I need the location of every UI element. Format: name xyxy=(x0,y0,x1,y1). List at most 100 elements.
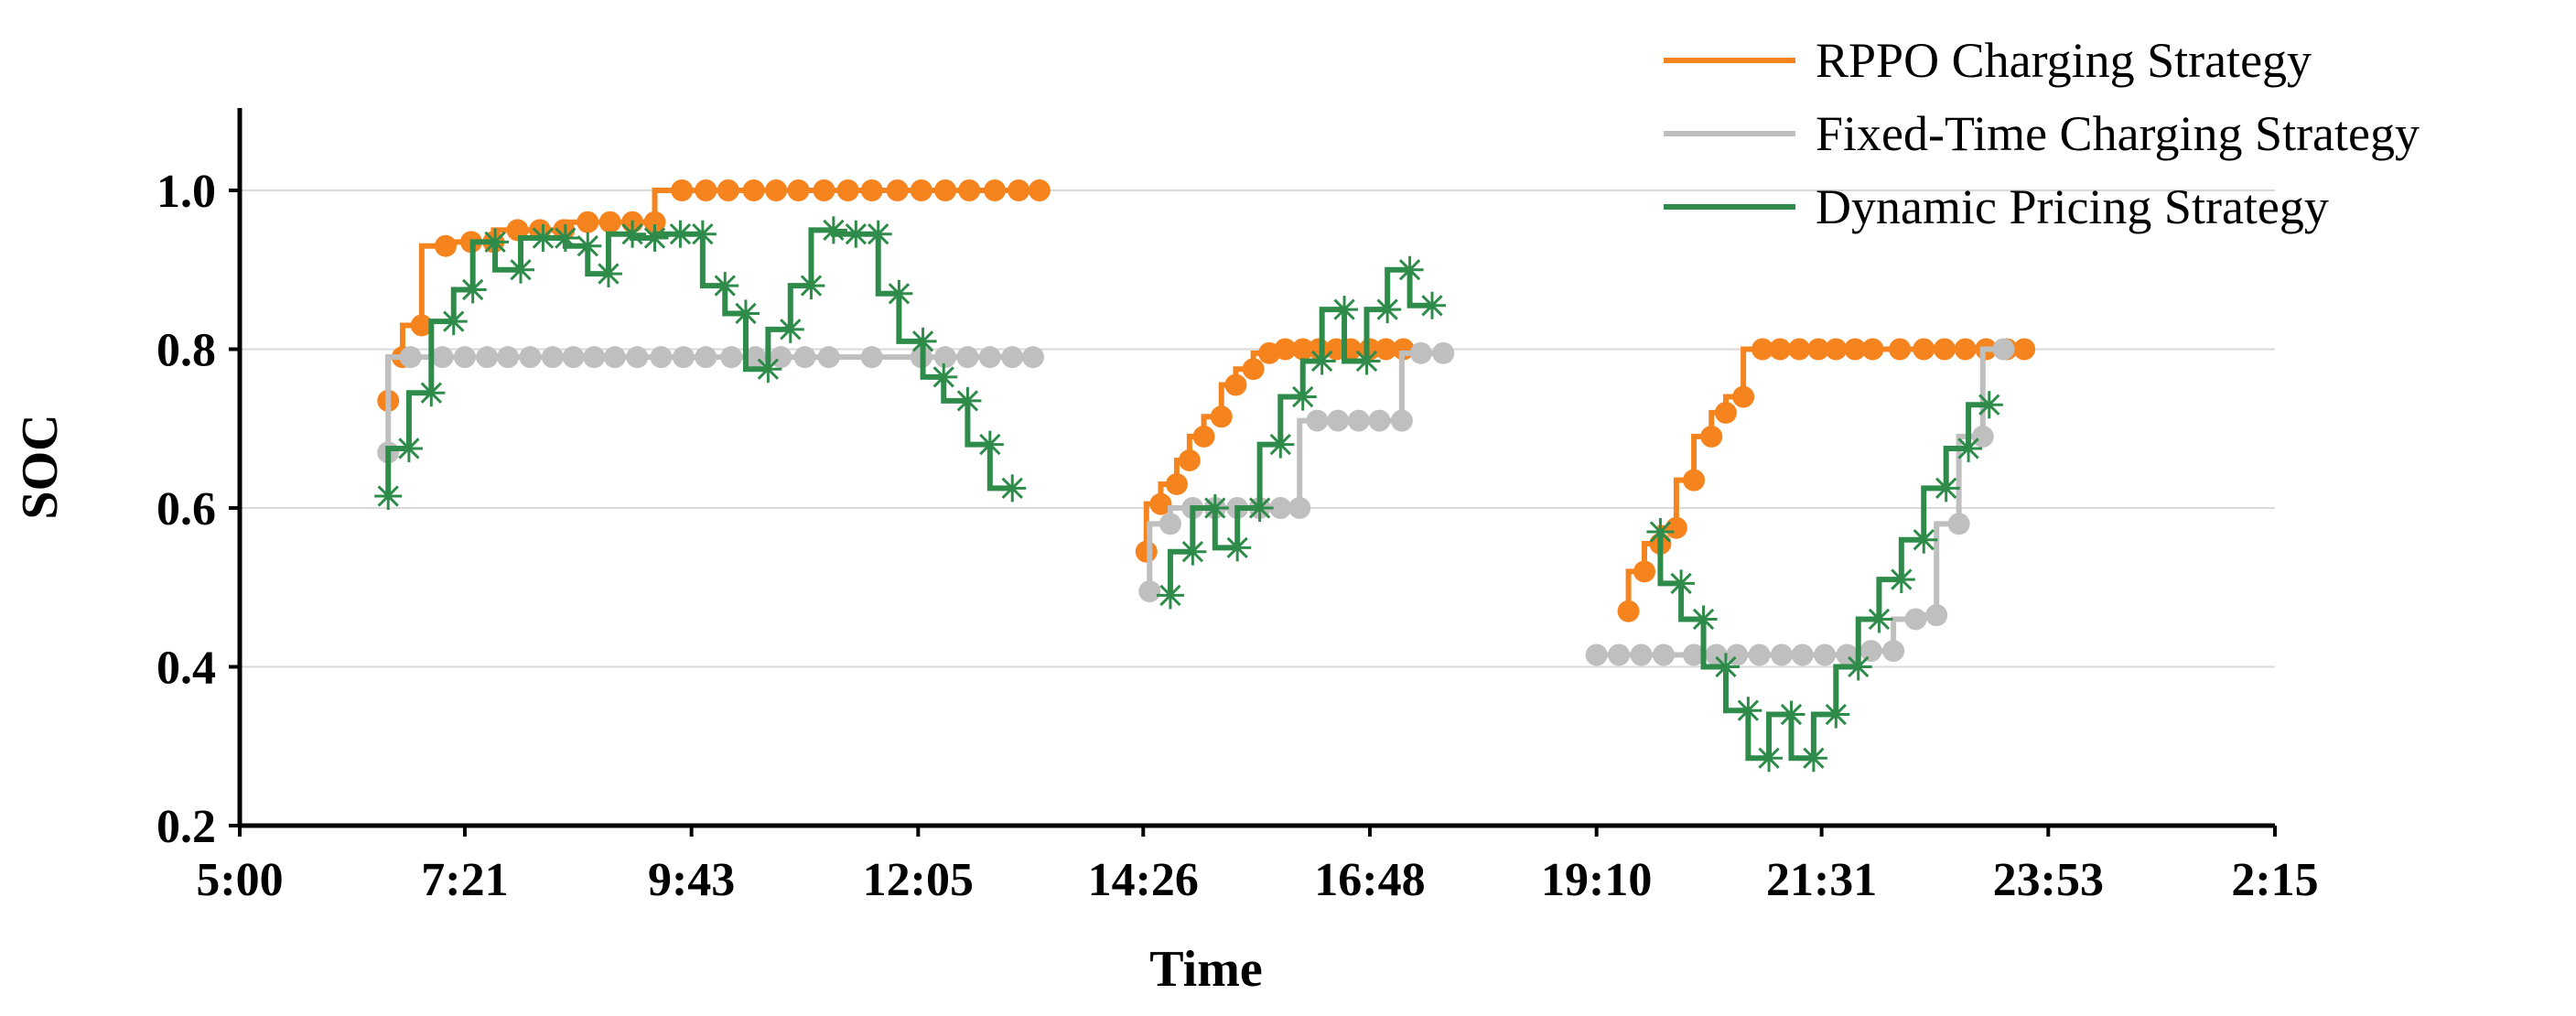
asterisk-stroke xyxy=(1825,703,1847,726)
data-point xyxy=(886,179,909,201)
data-point xyxy=(626,346,649,369)
asterisk-stroke xyxy=(1269,433,1291,456)
data-point-asterisk xyxy=(1374,296,1402,324)
series-dynamic-pricing-strategy xyxy=(374,216,2003,773)
x-axis-title: Time xyxy=(1149,941,1262,998)
data-point-asterisk xyxy=(954,386,982,415)
data-point xyxy=(836,179,859,201)
asterisk-stroke xyxy=(1848,655,1870,678)
data-point-asterisk xyxy=(1799,744,1827,773)
data-point xyxy=(717,179,739,201)
data-point-asterisk xyxy=(1689,605,1718,633)
x-tick-label: 19:10 xyxy=(1541,854,1652,906)
data-point xyxy=(453,346,476,369)
asterisk-stroke xyxy=(845,223,867,245)
data-point xyxy=(1947,513,1970,535)
data-point xyxy=(813,179,835,201)
data-point xyxy=(1791,643,1814,666)
x-tick-label: 5:00 xyxy=(196,854,283,906)
x-tick-label: 23:53 xyxy=(1993,854,2104,906)
data-point xyxy=(1913,338,1935,361)
data-point xyxy=(1028,179,1051,201)
data-point-asterisk xyxy=(998,474,1027,503)
data-point-asterisk xyxy=(1887,566,1915,594)
data-point xyxy=(1409,341,1432,364)
data-point xyxy=(1705,643,1728,666)
y-tick-label: 0.6 xyxy=(156,483,216,535)
data-point-asterisk xyxy=(1353,347,1381,375)
asterisk-stroke xyxy=(1001,477,1023,499)
data-point xyxy=(1889,338,1912,361)
asterisk-stroke xyxy=(462,278,484,301)
data-point xyxy=(562,346,585,369)
data-point-asterisk xyxy=(506,255,534,284)
data-point xyxy=(1683,643,1706,666)
data-point-asterisk xyxy=(1667,569,1696,598)
asterisk-stroke xyxy=(1913,529,1935,551)
data-point-asterisk xyxy=(1288,383,1317,411)
data-point xyxy=(643,211,666,233)
data-point-asterisk xyxy=(574,232,602,260)
data-point xyxy=(1859,640,1882,663)
data-point-asterisk xyxy=(1711,653,1740,681)
data-point xyxy=(2013,338,2036,361)
data-point xyxy=(1732,385,1755,408)
data-point xyxy=(1683,469,1706,492)
data-point-asterisk xyxy=(1308,347,1336,375)
data-point-asterisk xyxy=(594,260,622,288)
data-point xyxy=(1135,540,1158,563)
asterisk-stroke xyxy=(888,283,911,305)
data-point-asterisk xyxy=(1179,537,1207,566)
data-point xyxy=(695,179,717,201)
legend-label: RPPO Charging Strategy xyxy=(1816,33,2312,88)
series-fixed-time-charging-strategy xyxy=(377,338,2015,666)
data-point xyxy=(1008,179,1030,201)
legend: RPPO Charging Strategy Fixed-Time Chargin… xyxy=(1664,33,2420,234)
legend-label: Dynamic Pricing Strategy xyxy=(1816,179,2329,234)
data-point xyxy=(603,346,626,369)
data-point-asterisk xyxy=(1844,653,1872,681)
data-point-asterisk xyxy=(754,355,782,384)
data-point xyxy=(1306,409,1329,432)
data-point-asterisk xyxy=(394,434,423,462)
asterisk-stroke xyxy=(757,358,780,380)
asterisk-stroke xyxy=(1204,497,1226,519)
tick-labels: 0.2 0.4 0.6 0.8 1.0 5:00 7:21 9:43 12:05 14:26 16:… xyxy=(156,166,2319,906)
data-point-asterisk xyxy=(1755,744,1784,773)
data-point-asterisk xyxy=(1331,296,1359,324)
data-point xyxy=(1159,513,1181,535)
data-point-asterisk xyxy=(417,379,446,407)
data-point-asterisk xyxy=(864,220,892,248)
data-point xyxy=(984,179,1007,201)
data-point-asterisk xyxy=(1975,391,2003,419)
data-point xyxy=(695,346,717,369)
y-tick-label: 0.4 xyxy=(156,643,216,695)
data-point xyxy=(671,179,694,201)
data-point xyxy=(399,346,422,369)
data-point xyxy=(742,179,765,201)
data-point xyxy=(1242,358,1265,381)
data-point xyxy=(1291,338,1314,361)
data-point-asterisk xyxy=(458,276,487,304)
asterisk-stroke xyxy=(1421,295,1443,317)
data-point xyxy=(1192,425,1215,448)
y-axis-title: SOC xyxy=(12,414,69,519)
asterisk-stroke xyxy=(1803,747,1825,769)
data-point xyxy=(1700,425,1723,448)
y-tick-label: 1.0 xyxy=(156,166,216,218)
data-point xyxy=(1652,643,1675,666)
asterisk-stroke xyxy=(1226,536,1248,559)
data-point-asterisk xyxy=(619,220,647,248)
x-tick-label: 16:48 xyxy=(1314,854,1425,906)
data-point xyxy=(1882,640,1905,663)
data-point-asterisk xyxy=(1955,434,1983,462)
data-point xyxy=(720,346,743,369)
asterisk-stroke xyxy=(1935,477,1957,499)
asterisk-stroke xyxy=(956,390,979,412)
data-point xyxy=(787,179,810,201)
data-point xyxy=(956,346,979,369)
data-point-asterisk xyxy=(975,430,1004,459)
asterisk-stroke xyxy=(1159,584,1181,607)
data-point-asterisk xyxy=(641,224,669,253)
data-point xyxy=(765,179,788,201)
